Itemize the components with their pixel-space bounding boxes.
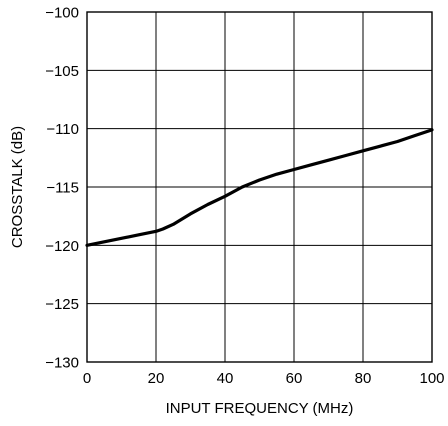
y-tick-label: −100: [45, 5, 79, 22]
x-tick-label: 40: [217, 370, 234, 387]
x-tick-label: 0: [83, 370, 91, 387]
y-tick-label: −115: [46, 180, 79, 197]
x-tick-labels: 0 20 40 60 80 100: [83, 370, 445, 387]
x-tick-label: 60: [286, 370, 303, 387]
x-axis-label: INPUT FREQUENCY (MHz): [166, 400, 354, 417]
x-tick-label: 100: [419, 370, 444, 387]
y-tick-label: −130: [45, 355, 79, 372]
series-line: [85, 128, 434, 247]
y-tick-label: −110: [46, 121, 79, 138]
y-tick-labels: −100 −105 −110 −115 −120 −125 −130: [45, 5, 79, 372]
grid: [87, 12, 432, 362]
series-layer: [85, 128, 434, 247]
y-tick-label: −120: [45, 238, 79, 255]
x-tick-label: 20: [148, 370, 165, 387]
plot-frame: [86, 11, 433, 363]
y-axis-label: CROSSTALK (dB): [9, 126, 26, 248]
x-tick-label: 80: [355, 370, 372, 387]
y-tick-label: −105: [45, 63, 79, 80]
y-tick-label: −125: [45, 296, 79, 313]
